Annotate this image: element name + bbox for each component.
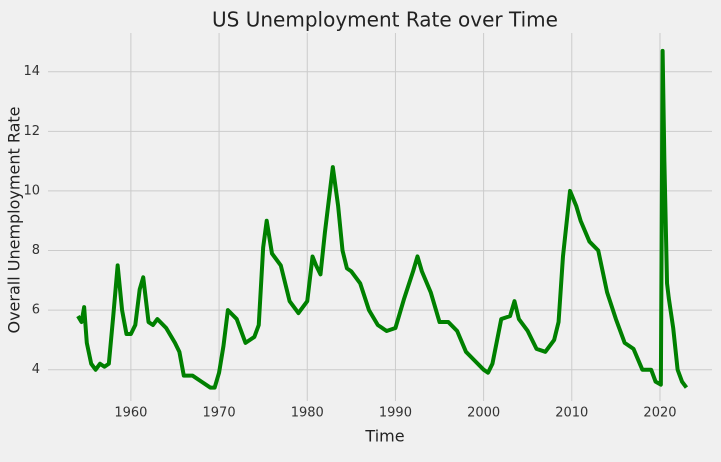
data-line xyxy=(76,48,689,390)
chart-title: US Unemployment Rate over Time xyxy=(212,8,558,32)
x-tick-label: 1980 xyxy=(291,406,324,421)
y-tick-label: 12 xyxy=(23,124,40,139)
y-tick-label: 6 xyxy=(32,303,40,318)
x-tick-label: 2000 xyxy=(467,406,500,421)
y-tick-label: 4 xyxy=(32,362,40,377)
y-tick-label: 10 xyxy=(23,183,40,198)
x-axis-label: Time xyxy=(364,427,404,446)
x-tick-label: 1970 xyxy=(203,406,236,421)
y-axis-label: Overall Unemployment Rate xyxy=(5,106,24,333)
x-tick-label: 1960 xyxy=(114,406,147,421)
y-tick-label: 8 xyxy=(32,243,40,258)
y-tick-label: 14 xyxy=(23,64,40,79)
x-tick-label: 2020 xyxy=(643,406,676,421)
x-tick-label: 2010 xyxy=(555,406,588,421)
x-tick-label: 1990 xyxy=(379,406,412,421)
